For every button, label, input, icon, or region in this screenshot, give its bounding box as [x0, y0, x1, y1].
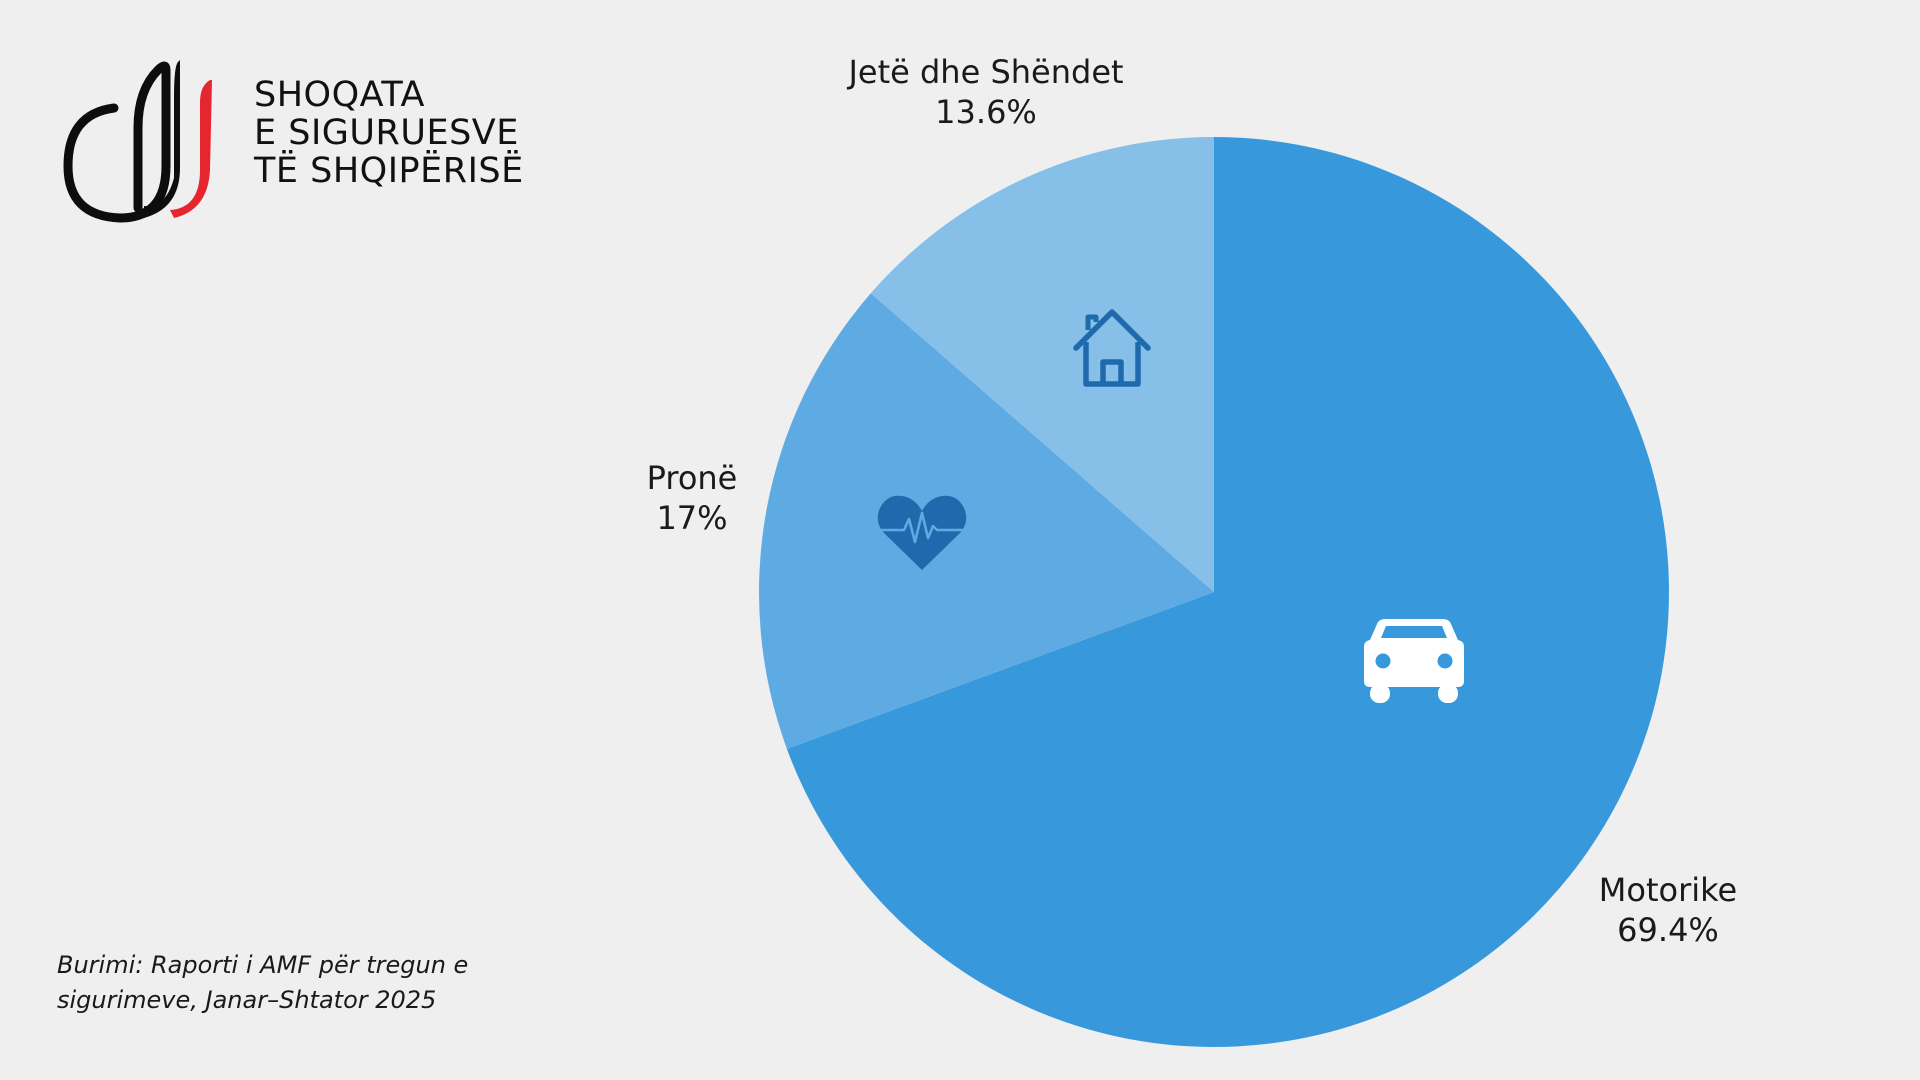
slice-category-label: Motorike — [1598, 871, 1738, 909]
pie-slice-jete-dhe-shendet — [870, 136, 1214, 592]
pie-slices — [759, 136, 1669, 1047]
slice-label-jete-dhe-shendet: Jetë dhe Shëndet 13.6% — [826, 52, 1146, 132]
car-icon — [1364, 619, 1464, 703]
slice-category-label: Pronë — [646, 459, 738, 497]
source-line: sigurimeve, Janar–Shtator 2025 — [57, 986, 437, 1014]
slice-value-label: 69.4% — [1617, 911, 1719, 949]
source-line: Burimi: Raporti i AMF për tregun e — [57, 951, 469, 979]
slice-value-label: 13.6% — [935, 93, 1037, 131]
pie-slice-motorike — [786, 137, 1669, 1047]
association-logo: SHOQATA E SIGURUESVE TË SHQIPËRISË — [62, 58, 562, 228]
heart-pulse-icon — [877, 495, 967, 570]
slice-label-prone: Pronë 17% — [592, 458, 792, 538]
logo-mark — [63, 60, 212, 223]
logo-line: TË SHQIPËRISË — [254, 151, 524, 191]
logo-line: E SIGURUESVE — [254, 113, 519, 153]
logo-line: SHOQATA — [254, 75, 425, 115]
slice-value-label: 17% — [656, 499, 728, 537]
house-icon — [1073, 309, 1151, 387]
source-note: Burimi: Raporti i AMF për tregun e sigur… — [57, 948, 468, 1018]
pie-slice-prone — [759, 293, 1214, 749]
logo-wordmark: SHOQATA E SIGURUESVE TË SHQIPËRISË — [254, 76, 524, 190]
slice-label-motorike: Motorike 69.4% — [1568, 870, 1768, 950]
slice-category-label: Jetë dhe Shëndet — [848, 53, 1124, 91]
